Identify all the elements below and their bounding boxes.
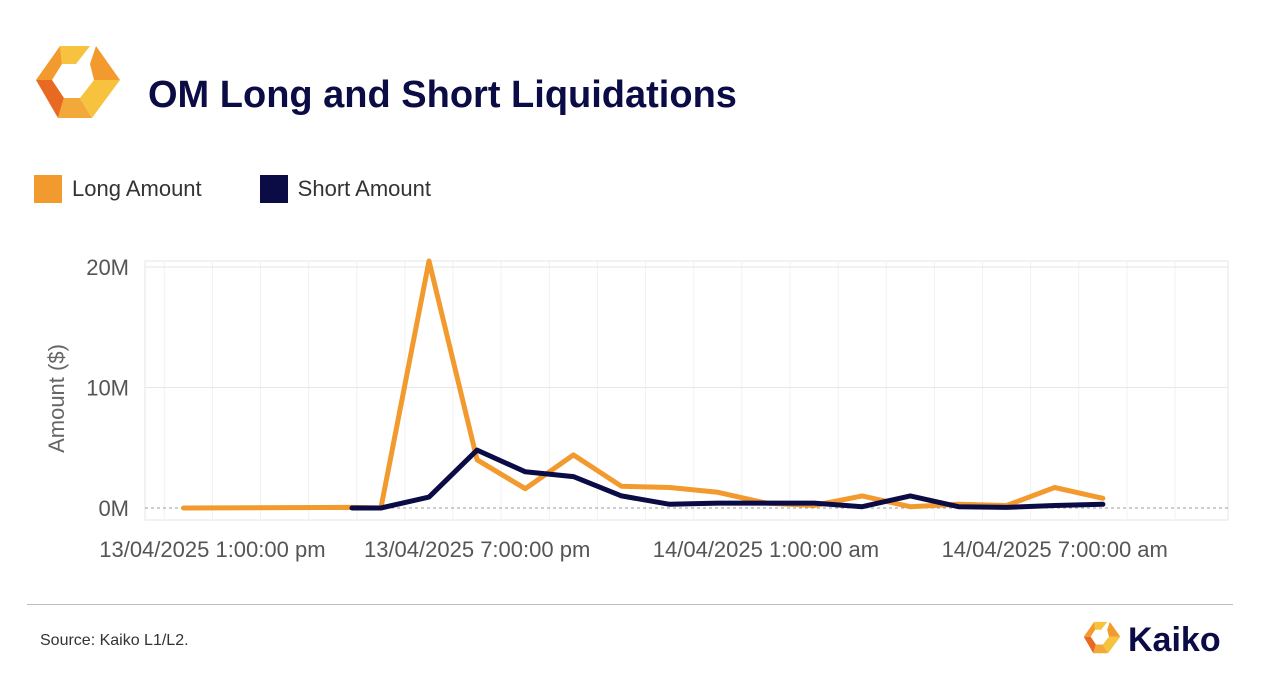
legend-swatch-short xyxy=(259,175,288,203)
y-tick-label: 0M xyxy=(98,496,129,521)
y-tick-label: 20M xyxy=(86,255,129,280)
kaiko-small-logo-icon xyxy=(1082,618,1122,663)
legend-label-long: Long Amount xyxy=(72,176,202,201)
x-tick-label: 13/04/2025 1:00:00 pm xyxy=(99,537,325,562)
plot-frame xyxy=(144,260,1229,521)
source-note: Source: Kaiko L1/L2. xyxy=(40,632,189,649)
y-tick-label: 10M xyxy=(86,375,129,400)
legend-item-short[interactable]: Short Amount xyxy=(259,175,431,203)
series-line-long xyxy=(181,258,1106,511)
legend-swatch-long xyxy=(34,175,62,203)
x-tick-label: 14/04/2025 1:00:00 am xyxy=(653,537,879,562)
legend-label-short: Short Amount xyxy=(297,176,431,201)
y-axis-title: Amount ($) xyxy=(44,344,69,453)
kaiko-logo-icon xyxy=(32,40,124,131)
legend-item-long[interactable]: Long Amount xyxy=(34,175,202,203)
line-chart: 20M 10M 0M Amount ($) 13/04/2025 1:00:00 pm 1… xyxy=(44,255,1229,562)
x-tick-label: 14/04/2025 7:00:00 am xyxy=(942,537,1168,562)
series-line-short xyxy=(349,447,1106,511)
brand-name: Kaiko xyxy=(1128,621,1221,659)
x-tick-label: 13/04/2025 7:00:00 pm xyxy=(364,537,590,562)
brand-footer: Kaiko xyxy=(1082,618,1221,663)
legend: Long Amount Short Amount xyxy=(34,175,489,203)
chart-title: OM Long and Short Liquidations xyxy=(148,74,737,116)
footer-divider xyxy=(27,604,1233,605)
